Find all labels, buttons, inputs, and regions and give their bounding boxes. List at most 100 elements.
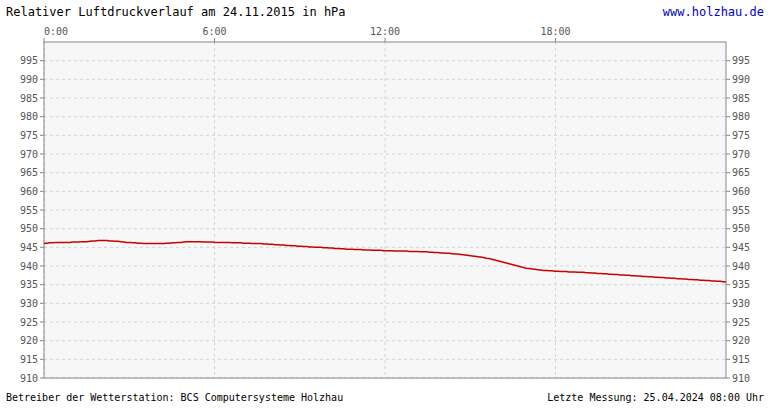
tick-label: 995: [20, 55, 38, 66]
tick-label: 945: [732, 242, 750, 253]
tick-label: 935: [20, 279, 38, 290]
tick-label: 955: [732, 205, 750, 216]
series: [44, 241, 726, 282]
grid-line: [44, 359, 726, 360]
tick-label: 975: [20, 130, 38, 141]
tick-label: 940: [20, 261, 38, 272]
tick-label: 910: [20, 373, 38, 384]
grid-line: [385, 42, 386, 378]
tick-label: 990: [20, 74, 38, 85]
annotation: Letzte Messung: 25.04.2024 08:00 Uhr: [547, 392, 764, 403]
chart: 910 910 915 915 920 920 925 925 930 930 935 935 940 9…: [0, 0, 770, 409]
tick-label: 940: [732, 261, 750, 272]
tick-label: 960: [732, 186, 750, 197]
tick-label: 935: [732, 279, 750, 290]
grid: [44, 42, 726, 378]
plot-area: [44, 42, 726, 378]
tick-mark: [726, 60, 730, 61]
tick-mark: [40, 172, 44, 173]
tick-label: 945: [20, 242, 38, 253]
tick-label: 950: [732, 223, 750, 234]
tick-mark: [40, 116, 44, 117]
title: Relativer Luftdruckverlauf am 24.11.2015…: [6, 5, 346, 19]
tick-mark: [40, 247, 44, 248]
tick-mark: [214, 38, 215, 42]
tick-mark: [40, 154, 44, 155]
tick-mark: [40, 191, 44, 192]
tick-label: 990: [732, 74, 750, 85]
tick-mark: [555, 38, 556, 42]
tick-mark: [40, 98, 44, 99]
tick-label: 995: [732, 55, 750, 66]
grid-line: [44, 172, 726, 173]
tick-mark: [40, 322, 44, 323]
tick-mark: [726, 210, 730, 211]
tick-mark: [385, 38, 386, 42]
tick-mark: [40, 210, 44, 211]
tick-mark: [726, 154, 730, 155]
tick-label: 930: [732, 298, 750, 309]
tick-mark: [726, 284, 730, 285]
tick-mark: [40, 79, 44, 80]
tick-label: 955: [20, 205, 38, 216]
grid-line: [44, 191, 726, 192]
tick-mark: [40, 266, 44, 267]
grid-line: [44, 340, 726, 341]
tick-mark: [40, 60, 44, 61]
plot-frame: [44, 42, 726, 378]
tick-label: 925: [732, 317, 750, 328]
grid-line: [555, 42, 556, 378]
tick-label: 920: [20, 335, 38, 346]
grid-line: [214, 42, 215, 378]
tick-label: 985: [732, 93, 750, 104]
tick-mark: [726, 116, 730, 117]
tick-label: 965: [732, 167, 750, 178]
tick-mark: [726, 247, 730, 248]
axes: 910 910 915 915 920 920 925 925 930 930 935 935 940 9…: [20, 26, 750, 384]
tick-label: 950: [20, 223, 38, 234]
grid-line: [44, 322, 726, 323]
tick-mark: [726, 228, 730, 229]
tick-label: 920: [732, 335, 750, 346]
tick-label: 970: [20, 149, 38, 160]
tick-label: 915: [732, 354, 750, 365]
tick-mark: [44, 38, 45, 42]
tick-mark: [40, 303, 44, 304]
tick-mark: [40, 284, 44, 285]
tick-label: 965: [20, 167, 38, 178]
tick-mark: [726, 172, 730, 173]
grid-line: [44, 154, 726, 155]
tick-label: 980: [20, 111, 38, 122]
tick-label: 930: [20, 298, 38, 309]
tick-label: 975: [732, 130, 750, 141]
tick-mark: [40, 135, 44, 136]
tick-label: 18:00: [540, 26, 570, 37]
tick-mark: [726, 135, 730, 136]
tick-label: 12:00: [370, 26, 400, 37]
tick-mark: [726, 98, 730, 99]
tick-label: 980: [732, 111, 750, 122]
tick-label: 925: [20, 317, 38, 328]
tick-mark: [726, 79, 730, 80]
tick-label: 910: [732, 373, 750, 384]
tick-mark: [726, 378, 730, 379]
line: [44, 241, 726, 282]
tick-mark: [726, 303, 730, 304]
annotation: www.holzhau.de: [663, 5, 764, 19]
tick-mark: [40, 359, 44, 360]
tick-label: 985: [20, 93, 38, 104]
tick-label: 970: [732, 149, 750, 160]
tick-mark: [726, 340, 730, 341]
tick-mark: [726, 266, 730, 267]
tick-mark: [40, 228, 44, 229]
annotation: Betreiber der Wetterstation: BCS Compute…: [6, 392, 343, 403]
tick-mark: [726, 359, 730, 360]
tick-label: 960: [20, 186, 38, 197]
background: [0, 0, 770, 409]
tick-label: 6:00: [202, 26, 226, 37]
tick-mark: [726, 191, 730, 192]
tick-mark: [40, 340, 44, 341]
tick-label: 915: [20, 354, 38, 365]
tick-mark: [726, 322, 730, 323]
tick-mark: [40, 378, 44, 379]
